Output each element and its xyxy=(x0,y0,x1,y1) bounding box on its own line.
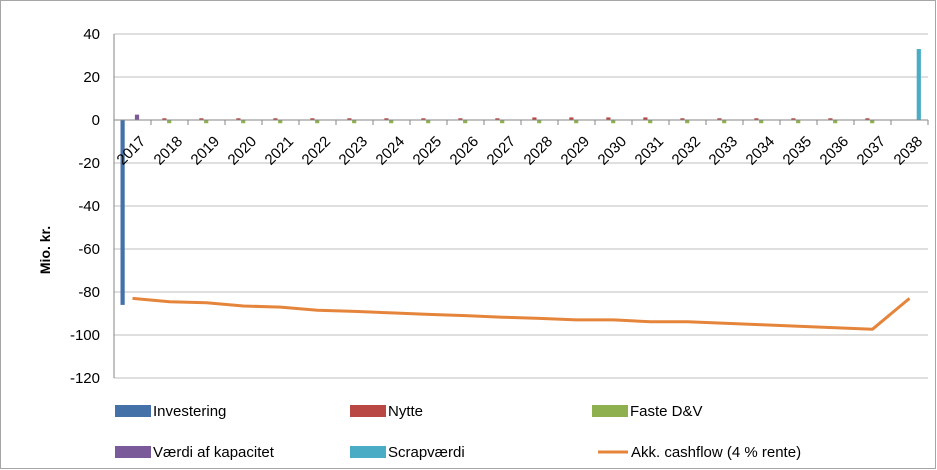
legend-swatch-scrapv-rdi xyxy=(350,446,386,458)
bar-faste-d-v-2025 xyxy=(426,120,431,124)
legend: Investering Nytte Faste D&V Værdi af kapaci… xyxy=(115,403,801,461)
y-tick-label: 20 xyxy=(83,69,100,86)
bar-nytte-2029 xyxy=(569,117,574,120)
bar-faste-d-v-2023 xyxy=(352,120,357,124)
bar-nytte-2028 xyxy=(532,117,537,120)
bar-faste-d-v-2031 xyxy=(648,120,653,124)
bar-faste-d-v-2037 xyxy=(870,120,875,124)
bar-v-rdi-af-kapacitet-2017 xyxy=(134,114,140,120)
y-tick-label: -120 xyxy=(70,370,100,387)
bar-nytte-2025 xyxy=(421,118,426,120)
bar-faste-d-v-2026 xyxy=(463,120,468,124)
bar-nytte-2026 xyxy=(458,118,463,120)
legend-swatch-investering xyxy=(115,405,151,417)
bar-faste-d-v-2022 xyxy=(315,120,320,124)
bar-scrapv-rdi-2038 xyxy=(916,49,921,120)
bar-nytte-2035 xyxy=(791,118,796,120)
legend-label-akk-cashflow-4-rente: Akk. cashflow (4 % rente) xyxy=(631,444,801,461)
legend-swatch-v-rdi-af-kapacitet xyxy=(115,446,151,458)
axis-layer xyxy=(113,34,929,378)
bar-faste-d-v-2027 xyxy=(500,120,505,124)
bar-faste-d-v-2028 xyxy=(537,120,542,124)
bar-nytte-2033 xyxy=(717,118,722,120)
bar-faste-d-v-2018 xyxy=(167,120,172,124)
legend-swatch-faste-d-v xyxy=(592,405,628,417)
bar-faste-d-v-2032 xyxy=(685,120,690,124)
legend-label-scrapv-rdi: Scrapværdi xyxy=(388,444,465,461)
series-line-akk-cashflow xyxy=(132,296,911,331)
bar-nytte-2024 xyxy=(384,118,389,120)
legend-label-faste-d-v: Faste D&V xyxy=(630,403,703,420)
y-tick-label: 0 xyxy=(92,112,100,129)
bar-nytte-2018 xyxy=(162,118,167,120)
bar-nytte-2032 xyxy=(680,118,685,120)
bar-faste-d-v-2021 xyxy=(278,120,283,124)
y-tick-label: 40 xyxy=(83,26,100,43)
bar-nytte-2030 xyxy=(606,117,611,120)
y-tick-labels: 40 20 0 -20 -40 -60 -80 -100 -120 xyxy=(70,26,100,387)
bars-layer xyxy=(120,49,921,305)
bar-faste-d-v-2033 xyxy=(722,120,727,124)
bar-nytte-2027 xyxy=(495,118,500,120)
y-axis-title: Mio. kr. xyxy=(37,226,53,274)
legend-label-investering: Investering xyxy=(153,403,226,420)
bar-faste-d-v-2029 xyxy=(574,120,579,124)
legend-label-nytte: Nytte xyxy=(388,403,423,420)
bar-investering-2017 xyxy=(120,120,125,305)
bar-nytte-2031 xyxy=(643,117,648,120)
legend-swatch-nytte xyxy=(350,405,386,417)
bar-nytte-2034 xyxy=(754,118,759,120)
bar-nytte-2020 xyxy=(236,118,241,120)
y-tick-label: -100 xyxy=(70,327,100,344)
bar-nytte-2023 xyxy=(347,118,352,120)
y-tick-label: -60 xyxy=(78,241,100,258)
bar-faste-d-v-2036 xyxy=(833,120,838,124)
bar-nytte-2037 xyxy=(865,118,870,120)
bar-faste-d-v-2019 xyxy=(204,120,209,124)
bar-nytte-2036 xyxy=(828,118,833,120)
bar-nytte-2019 xyxy=(199,118,204,120)
bar-faste-d-v-2034 xyxy=(759,120,764,124)
bar-faste-d-v-2030 xyxy=(611,120,616,124)
bar-faste-d-v-2024 xyxy=(389,120,394,124)
y-tick-label: -40 xyxy=(78,198,100,215)
y-tick-label: -20 xyxy=(78,155,100,172)
bar-faste-d-v-2035 xyxy=(796,120,801,124)
bar-nytte-2021 xyxy=(273,118,278,120)
y-tick-label: -80 xyxy=(78,284,100,301)
line-layer xyxy=(132,296,911,331)
legend-label-v-rdi-af-kapacitet: Værdi af kapacitet xyxy=(153,444,275,461)
bar-nytte-2022 xyxy=(310,118,315,120)
bar-faste-d-v-2020 xyxy=(241,120,246,124)
